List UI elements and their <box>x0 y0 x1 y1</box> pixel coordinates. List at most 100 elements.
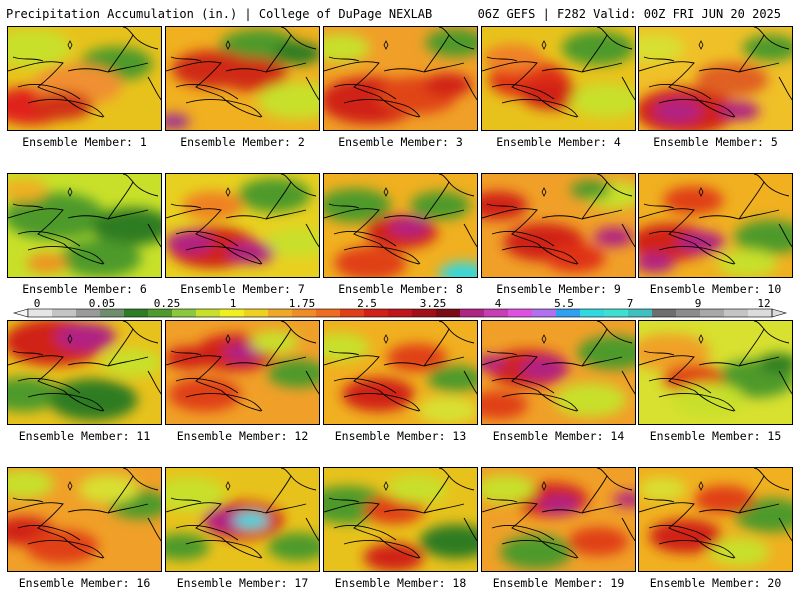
precip-contour-region <box>267 228 319 257</box>
colorbar-swatch <box>628 309 653 317</box>
colorbar-swatch <box>748 309 773 317</box>
precip-contour-region <box>101 348 161 378</box>
precipitation-map <box>481 26 636 131</box>
precipitation-map <box>7 26 162 131</box>
precip-contour-region <box>233 511 270 530</box>
precip-contour-region <box>227 241 276 265</box>
station-marker-icon <box>541 481 547 491</box>
precipitation-map <box>481 467 636 572</box>
precip-contour-region <box>439 262 477 277</box>
colorbar-tick-label: 1.75 <box>288 297 316 310</box>
precip-contour-region <box>182 191 243 220</box>
coastline-borders <box>482 174 635 265</box>
precip-contour-region <box>717 249 778 277</box>
coastline-borders <box>8 27 161 118</box>
station-marker-icon <box>225 334 231 344</box>
coastline-borders <box>639 321 792 412</box>
precipitation-map <box>165 320 320 425</box>
precip-contour-region <box>25 529 99 564</box>
colorbar-swatch <box>436 309 461 317</box>
colorbar-tick-label: 1 <box>229 297 237 310</box>
precip-contour-region <box>499 534 573 570</box>
precip-contour-region <box>554 382 627 417</box>
precip-contour-region <box>577 335 635 370</box>
precip-contour-region <box>672 382 746 417</box>
colorbar-tick-label: 4 <box>494 297 502 310</box>
colorbar-swatch <box>724 309 749 317</box>
colorbar-min-arrow <box>12 308 29 318</box>
colorbar-swatch <box>364 309 389 317</box>
coastline-borders <box>324 174 477 265</box>
precip-contour-region <box>223 343 264 362</box>
station-marker-icon <box>383 334 389 344</box>
coastline-borders <box>8 468 161 559</box>
precip-contour-region <box>55 322 116 351</box>
colorbar-swatch <box>484 309 509 317</box>
precipitation-map <box>7 173 162 278</box>
colorbar-swatch <box>244 309 269 317</box>
colorbar <box>12 308 788 318</box>
precip-contour-region <box>26 253 67 273</box>
precip-contour-region <box>570 180 611 200</box>
colorbar-swatch <box>124 309 149 317</box>
colorbar-swatch <box>388 309 413 317</box>
precip-contour-region <box>544 243 606 273</box>
station-marker-icon <box>383 187 389 197</box>
precip-contour-region <box>166 533 210 560</box>
colorbar-swatch <box>172 309 197 317</box>
precipitation-map <box>165 467 320 572</box>
precipitation-map <box>7 320 162 425</box>
colorbar-swatch <box>700 309 725 317</box>
ensemble-member-label: Ensemble Member: 5 <box>653 135 778 149</box>
ensemble-member-label: Ensemble Member: 6 <box>22 282 147 296</box>
colorbar-max-arrow <box>771 308 788 318</box>
run-valid-time: 06Z GEFS | F282 Valid: 00Z FRI JUN 20 20… <box>477 7 781 21</box>
precip-contour-region <box>8 178 48 202</box>
precip-contour-region <box>695 62 769 97</box>
coastline-borders <box>639 468 792 559</box>
colorbar-tick-label: 3.25 <box>419 297 447 310</box>
colorbar-tick-label: 2.5 <box>357 297 377 310</box>
precip-contour-region <box>166 230 214 254</box>
precip-contour-region <box>8 469 54 498</box>
colorbar-swatch <box>148 309 173 317</box>
precip-contour-region <box>267 532 319 561</box>
coastline-borders <box>482 321 635 412</box>
precip-contour-region <box>639 477 687 501</box>
colorbar-tick-label: 0.05 <box>88 297 116 310</box>
station-marker-icon <box>67 481 73 491</box>
precip-contour-region <box>425 28 477 57</box>
station-marker-icon <box>698 40 704 50</box>
ensemble-member-label: Ensemble Member: 13 <box>334 429 467 443</box>
station-marker-icon <box>698 481 704 491</box>
precipitation-map <box>638 320 793 425</box>
precip-contour-region <box>709 537 770 567</box>
precip-contour-region <box>363 543 424 571</box>
colorbar-tick-label: 12 <box>757 297 771 310</box>
coastline-borders <box>166 468 319 559</box>
station-marker-icon <box>698 187 704 197</box>
station-marker-icon <box>67 187 73 197</box>
precip-contour-region <box>386 343 448 372</box>
precip-contour-region <box>166 346 214 370</box>
colorbar-outline <box>27 308 773 318</box>
ensemble-member-label: Ensemble Member: 9 <box>496 282 621 296</box>
coastline-borders <box>8 174 161 265</box>
precip-contour-region <box>8 29 72 67</box>
coastline-borders <box>639 27 792 118</box>
precip-contour-region <box>742 34 792 62</box>
precip-contour-region <box>32 91 93 120</box>
precip-contour-region <box>324 33 370 63</box>
colorbar-swatch <box>556 309 581 317</box>
coastline-borders <box>324 321 477 412</box>
precip-contour-region <box>482 390 528 420</box>
precip-contour-region <box>386 474 448 504</box>
precip-contour-region <box>613 491 635 508</box>
colorbar-swatch <box>508 309 533 317</box>
ensemble-member-label: Ensemble Member: 18 <box>334 576 467 590</box>
precip-contour-region <box>419 524 477 559</box>
precip-contour-region <box>593 227 634 247</box>
coastline-borders <box>166 174 319 265</box>
station-marker-icon <box>541 334 547 344</box>
